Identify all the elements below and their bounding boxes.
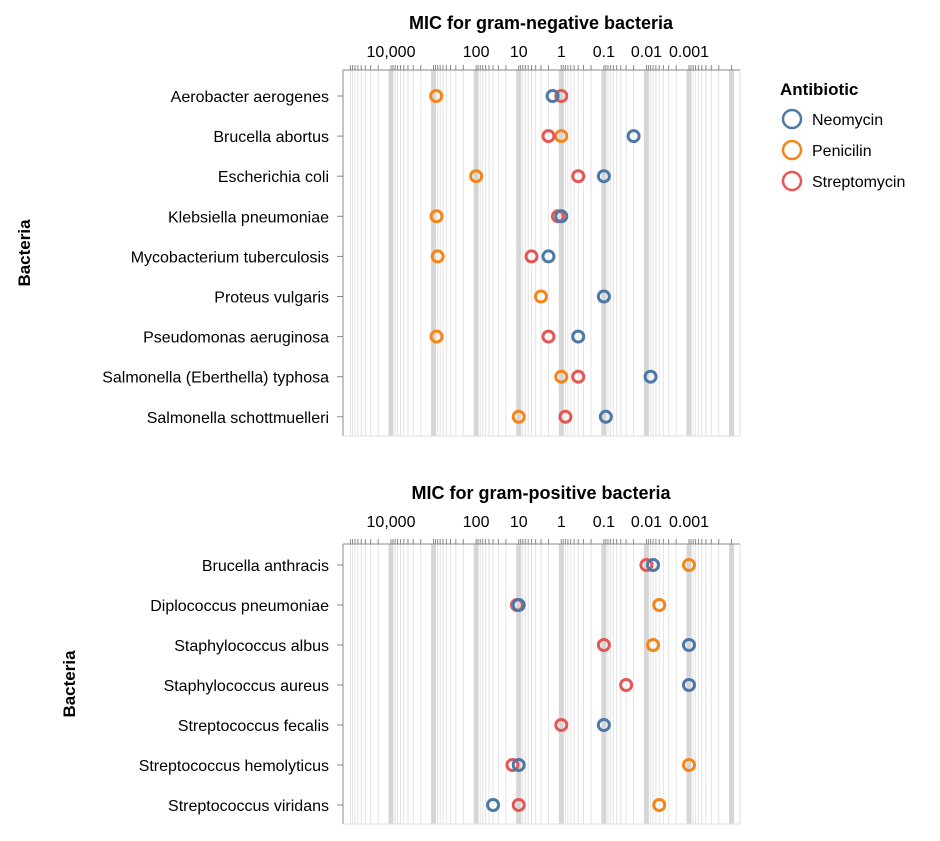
y-tick-label: Brucella anthracis — [202, 558, 329, 575]
chart-title: MIC for gram-negative bacteria — [409, 13, 674, 33]
x-tick-label: 0.001 — [669, 514, 709, 531]
y-tick-label: Escherichia coli — [218, 169, 329, 186]
x-tick-label: 0.001 — [669, 44, 709, 61]
legend-item-penicilin: Penicilin — [781, 139, 872, 161]
data-point-penicilin — [554, 129, 569, 144]
y-tick-label: Staphylococcus albus — [174, 638, 329, 655]
data-points — [486, 558, 696, 812]
y-tick-label: Staphylococcus aureus — [164, 678, 329, 695]
y-tick-label: Proteus vulgaris — [214, 290, 329, 307]
x-tick-label: 100 — [463, 44, 490, 61]
data-point-neomycin — [682, 678, 696, 692]
legend-symbol — [781, 108, 803, 130]
data-point-neomycin — [596, 169, 611, 184]
data-point-penicilin — [430, 249, 445, 264]
data-point-penicilin — [533, 289, 548, 304]
legend-title: Antibiotic — [780, 80, 858, 99]
legend: Antibiotic Neomycin Penicilin Streptomycin — [780, 80, 905, 192]
y-tick-label: Streptococcus viridans — [168, 798, 329, 815]
y-tick-label: Salmonella schottmuelleri — [147, 410, 329, 427]
data-point-penicilin — [682, 758, 696, 772]
y-axis-label: Bacteria — [60, 650, 79, 718]
data-point-penicilin — [429, 89, 444, 103]
data-point-neomycin — [682, 638, 696, 652]
data-point-neomycin — [643, 369, 658, 384]
data-point-penicilin — [429, 209, 444, 224]
data-point-penicilin — [652, 598, 667, 612]
data-point-neomycin — [646, 558, 661, 572]
data-point-streptomycin — [541, 129, 556, 144]
x-tick-label: 0.1 — [593, 514, 615, 531]
x-tick-label: 10 — [510, 44, 528, 61]
legend-item-streptomycin: Streptomycin — [781, 170, 905, 192]
x-tick-label: 100 — [463, 514, 490, 531]
data-point-neomycin — [596, 289, 611, 304]
y-tick-label: Salmonella (Eberthella) typhosa — [102, 370, 329, 387]
data-point-penicilin — [652, 798, 667, 812]
chart-title: MIC for gram-positive bacteria — [411, 483, 671, 503]
data-point-streptomycin — [596, 638, 611, 652]
data-point-streptomycin — [541, 329, 556, 344]
y-tick-label: Aerobacter aerogenes — [171, 89, 329, 106]
data-point-neomycin — [598, 409, 613, 424]
data-point-neomycin — [511, 758, 526, 772]
legend-label: Penicilin — [812, 143, 872, 160]
data-point-penicilin — [429, 329, 444, 344]
legend-symbol — [781, 139, 803, 161]
data-point-streptomycin — [505, 758, 520, 772]
data-point-penicilin — [554, 369, 569, 384]
data-point-streptomycin — [511, 798, 526, 812]
x-tick-label: 10 — [510, 514, 528, 531]
y-tick-label: Diplococcus pneumoniae — [150, 598, 329, 615]
data-point-penicilin — [682, 558, 696, 572]
data-point-penicilin — [469, 169, 484, 184]
data-point-penicilin — [646, 638, 661, 652]
legend-label: Neomycin — [812, 112, 883, 129]
grid — [349, 65, 735, 436]
data-point-neomycin — [541, 249, 556, 264]
y-tick-label: Brucella abortus — [213, 129, 329, 146]
y-axis-label: Bacteria — [15, 219, 34, 287]
x-tick-label: 1 — [557, 44, 566, 61]
data-point-streptomycin — [571, 369, 586, 384]
x-tick-label: 0.01 — [631, 44, 662, 61]
chart-panel-2: MIC for gram-positive bacteria 10,000 100 1… — [60, 483, 741, 825]
legend-label: Streptomycin — [812, 174, 905, 191]
data-point-streptomycin — [524, 249, 539, 264]
y-tick-label: Klebsiella pneumoniae — [168, 209, 329, 226]
data-point-streptomycin — [558, 409, 573, 424]
data-point-neomycin — [511, 598, 526, 612]
data-point-streptomycin — [639, 558, 654, 572]
x-tick-label: 10,000 — [367, 514, 416, 531]
data-point-streptomycin — [554, 89, 569, 103]
data-point-neomycin — [486, 798, 501, 812]
data-point-streptomycin — [554, 718, 569, 732]
data-point-neomycin — [554, 209, 569, 224]
chart-panel-1: MIC for gram-negative bacteria 10,000 100 1… — [15, 13, 741, 437]
grid — [349, 539, 735, 824]
x-tick-label: 10,000 — [367, 44, 416, 61]
data-point-neomycin — [626, 129, 641, 144]
x-tick-label: 0.01 — [631, 514, 662, 531]
data-points — [429, 89, 658, 424]
y-tick-label: Mycobacterium tuberculosis — [131, 249, 329, 266]
data-point-streptomycin — [619, 678, 634, 692]
data-point-neomycin — [596, 718, 611, 732]
y-tick-label: Streptococcus fecalis — [178, 718, 329, 735]
x-tick-label: 0.1 — [593, 44, 615, 61]
data-point-neomycin — [571, 329, 586, 344]
y-tick-label: Pseudomonas aeruginosa — [143, 330, 329, 347]
x-tick-label: 1 — [557, 514, 566, 531]
legend-item-neomycin: Neomycin — [781, 108, 883, 130]
data-point-penicilin — [511, 409, 526, 424]
y-tick-label: Streptococcus hemolyticus — [139, 758, 329, 775]
legend-symbol — [781, 170, 803, 192]
data-point-streptomycin — [571, 169, 586, 184]
data-point-neomycin — [545, 89, 560, 103]
